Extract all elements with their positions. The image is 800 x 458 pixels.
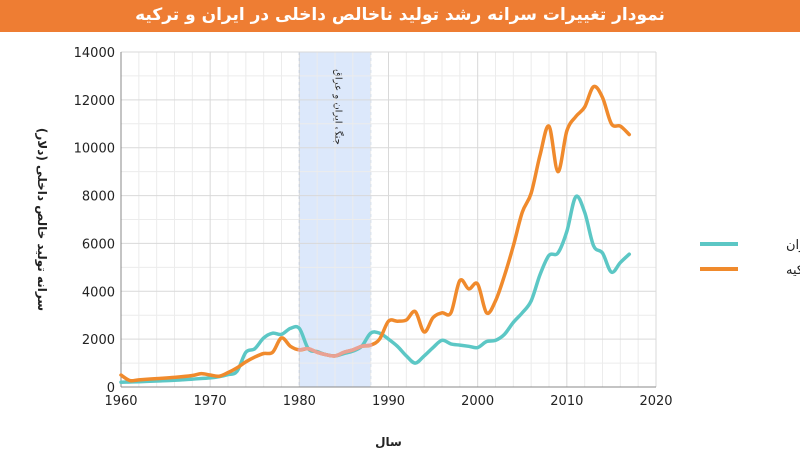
x-tick-label: 2000 (461, 394, 494, 409)
grid-layer (120, 51, 657, 388)
y-tick-label: 2000 (82, 333, 115, 348)
x-axis-title: سال (375, 435, 402, 449)
iran-line (119, 194, 631, 384)
label-layer: سال سرانه تولید خالص داخلی (دلار) (34, 128, 402, 449)
x-tick-label: 1980 (283, 394, 316, 409)
y-tick-label: 10000 (74, 142, 115, 157)
legend-label-iran: ایران (786, 238, 800, 253)
y-tick-label: 4000 (82, 285, 115, 300)
legend-label-turkey: ترکیه (786, 263, 800, 278)
axis-layer: 1960 1970 1980 1990 2000 2010 2020 0 2000 4000 600… (74, 46, 673, 409)
y-tick-label: 0 (107, 381, 115, 396)
x-tick-label: 1990 (372, 394, 405, 409)
y-tick-label: 6000 (82, 237, 115, 252)
x-tick-label: 1970 (194, 394, 227, 409)
legend-layer: ایران ترکیه (700, 238, 800, 278)
war-band-label: جنگ ایران و عراق (332, 69, 344, 145)
y-axis-title: سرانه تولید خالص داخلی (دلار) (34, 128, 49, 311)
x-tick-label: 2010 (550, 394, 583, 409)
chart-title: نمودار تغییرات سرانه رشد تولید ناخالص دا… (135, 5, 665, 25)
y-tick-label: 8000 (82, 190, 115, 205)
y-tick-label: 12000 (74, 94, 115, 109)
turkey-line (119, 84, 631, 383)
series-layer (119, 84, 631, 384)
turkey-line-war-segment (297, 343, 373, 358)
title-bar: نمودار تغییرات سرانه رشد تولید ناخالص دا… (0, 0, 800, 32)
x-tick-label: 2020 (639, 394, 672, 409)
y-tick-label: 14000 (74, 46, 115, 61)
x-tick-label: 1960 (104, 394, 137, 409)
